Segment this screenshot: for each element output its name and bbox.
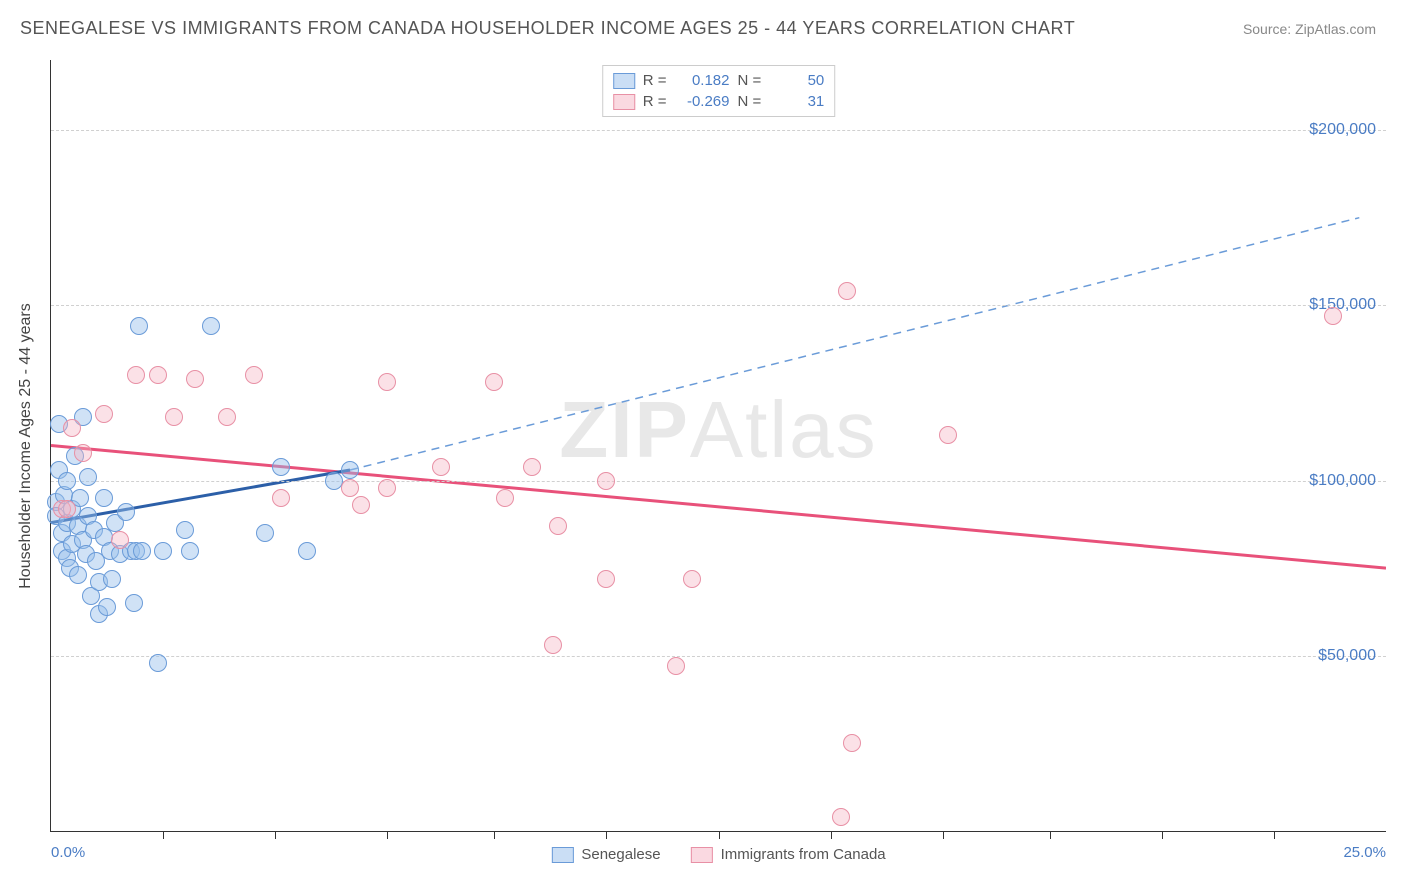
x-tick bbox=[831, 831, 832, 839]
data-point bbox=[544, 636, 562, 654]
x-tick-label-max: 25.0% bbox=[1343, 844, 1386, 861]
data-point bbox=[838, 282, 856, 300]
r-label: R = bbox=[643, 93, 667, 110]
x-tick-label-min: 0.0% bbox=[51, 844, 85, 861]
data-point bbox=[341, 461, 359, 479]
r-value-1: 0.182 bbox=[675, 72, 730, 89]
gridline bbox=[51, 130, 1386, 131]
data-point bbox=[186, 370, 204, 388]
data-point bbox=[165, 408, 183, 426]
data-point bbox=[125, 594, 143, 612]
legend-label: Senegalese bbox=[581, 846, 660, 863]
data-point bbox=[378, 373, 396, 391]
data-point bbox=[523, 458, 541, 476]
n-label: N = bbox=[738, 93, 762, 110]
y-tick-label: $200,000 bbox=[1309, 121, 1376, 139]
data-point bbox=[149, 654, 167, 672]
n-value-1: 50 bbox=[769, 72, 824, 89]
data-point bbox=[149, 366, 167, 384]
r-value-2: -0.269 bbox=[675, 93, 730, 110]
x-tick bbox=[494, 831, 495, 839]
chart-title: SENEGALESE VS IMMIGRANTS FROM CANADA HOU… bbox=[20, 18, 1075, 39]
data-point bbox=[176, 521, 194, 539]
swatch-blue bbox=[613, 73, 635, 89]
x-tick bbox=[387, 831, 388, 839]
r-label: R = bbox=[643, 72, 667, 89]
data-point bbox=[939, 426, 957, 444]
y-tick-label: $150,000 bbox=[1309, 296, 1376, 314]
data-point bbox=[130, 317, 148, 335]
data-point bbox=[181, 542, 199, 560]
data-point bbox=[95, 489, 113, 507]
data-point bbox=[432, 458, 450, 476]
data-point bbox=[58, 472, 76, 490]
data-point bbox=[154, 542, 172, 560]
data-point bbox=[1324, 307, 1342, 325]
data-point bbox=[218, 408, 236, 426]
chart-header: SENEGALESE VS IMMIGRANTS FROM CANADA HOU… bbox=[0, 0, 1406, 49]
data-point bbox=[111, 531, 129, 549]
data-point bbox=[298, 542, 316, 560]
swatch-blue bbox=[551, 847, 573, 863]
data-point bbox=[79, 468, 97, 486]
legend-row-canada: R = -0.269 N = 31 bbox=[613, 91, 825, 112]
x-tick bbox=[163, 831, 164, 839]
gridline bbox=[51, 305, 1386, 306]
data-point bbox=[496, 489, 514, 507]
x-tick bbox=[943, 831, 944, 839]
y-axis-label: Householder Income Ages 25 - 44 years bbox=[17, 303, 35, 589]
legend-item-canada: Immigrants from Canada bbox=[691, 846, 886, 863]
data-point bbox=[95, 405, 113, 423]
data-point bbox=[597, 570, 615, 588]
data-point bbox=[58, 500, 76, 518]
data-point bbox=[683, 570, 701, 588]
data-point bbox=[133, 542, 151, 560]
scatter-chart: ZIPAtlas Householder Income Ages 25 - 44… bbox=[50, 60, 1386, 832]
correlation-legend: R = 0.182 N = 50 R = -0.269 N = 31 bbox=[602, 65, 836, 117]
x-tick bbox=[1050, 831, 1051, 839]
legend-row-senegalese: R = 0.182 N = 50 bbox=[613, 70, 825, 91]
data-point bbox=[63, 419, 81, 437]
source-attribution: Source: ZipAtlas.com bbox=[1243, 21, 1376, 37]
n-label: N = bbox=[738, 72, 762, 89]
data-point bbox=[202, 317, 220, 335]
n-value-2: 31 bbox=[769, 93, 824, 110]
data-point bbox=[597, 472, 615, 490]
x-tick bbox=[719, 831, 720, 839]
data-point bbox=[485, 373, 503, 391]
data-point bbox=[127, 366, 145, 384]
y-tick-label: $50,000 bbox=[1318, 647, 1376, 665]
x-tick bbox=[1274, 831, 1275, 839]
x-tick bbox=[275, 831, 276, 839]
data-point bbox=[843, 734, 861, 752]
data-point bbox=[378, 479, 396, 497]
legend-label: Immigrants from Canada bbox=[721, 846, 886, 863]
swatch-pink bbox=[691, 847, 713, 863]
data-point bbox=[272, 489, 290, 507]
data-point bbox=[117, 503, 135, 521]
gridline bbox=[51, 656, 1386, 657]
swatch-pink bbox=[613, 94, 635, 110]
data-point bbox=[352, 496, 370, 514]
y-tick-label: $100,000 bbox=[1309, 472, 1376, 490]
gridline bbox=[51, 481, 1386, 482]
data-point bbox=[69, 566, 87, 584]
x-tick bbox=[606, 831, 607, 839]
data-point bbox=[103, 570, 121, 588]
series-legend: Senegalese Immigrants from Canada bbox=[551, 846, 885, 863]
data-point bbox=[341, 479, 359, 497]
data-point bbox=[98, 598, 116, 616]
data-point bbox=[667, 657, 685, 675]
trend-lines bbox=[51, 60, 1386, 831]
data-point bbox=[549, 517, 567, 535]
data-point bbox=[256, 524, 274, 542]
data-point bbox=[832, 808, 850, 826]
x-tick bbox=[1162, 831, 1163, 839]
data-point bbox=[272, 458, 290, 476]
data-point bbox=[74, 444, 92, 462]
data-point bbox=[245, 366, 263, 384]
watermark: ZIPAtlas bbox=[559, 384, 877, 476]
legend-item-senegalese: Senegalese bbox=[551, 846, 660, 863]
